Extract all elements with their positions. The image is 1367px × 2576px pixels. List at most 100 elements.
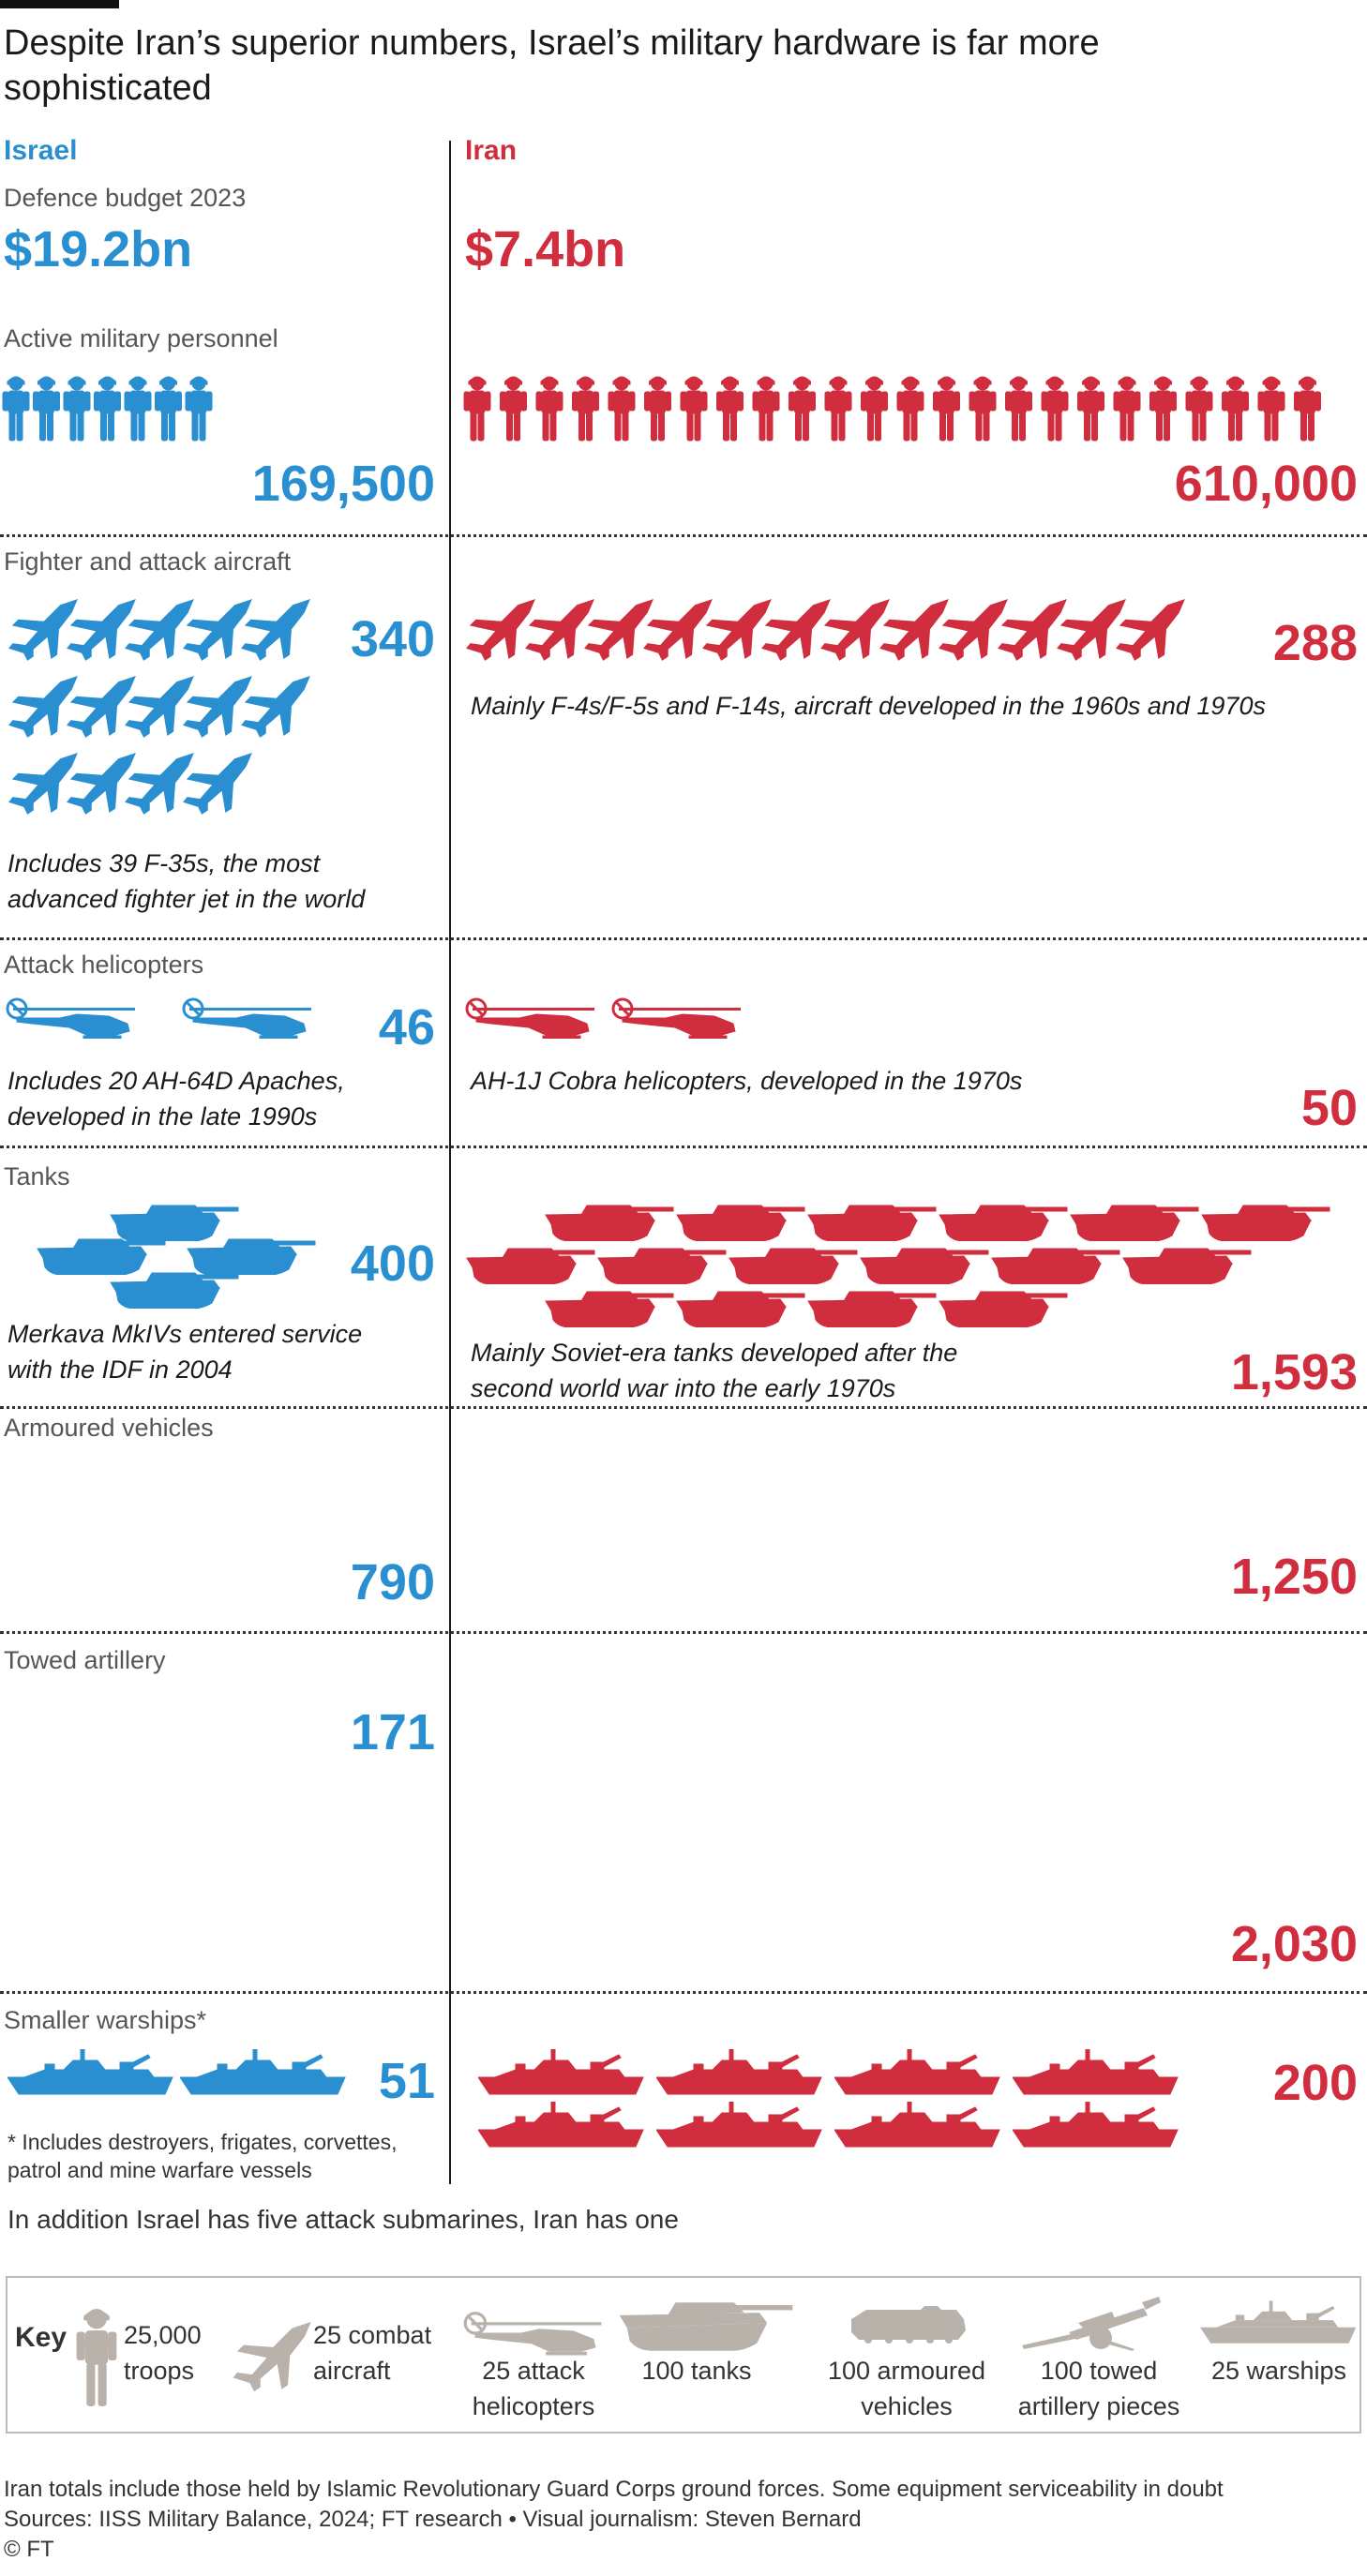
israel-warships-value: 51 [378,2053,435,2109]
iran-soldier-icon [969,376,997,442]
submarines-note: In addition Israel has five attack subma… [8,2205,679,2234]
key-warship-icon [1200,2300,1359,2345]
israel-tanks-value: 400 [350,1236,435,1292]
israel-jet-icon [8,599,78,661]
israel-soldier-icon [63,376,91,442]
israel-aircraft-note: Includes 39 F-35s, the most advanced fig… [8,849,366,913]
footnote: Iran totals include those held by Islami… [4,2477,1224,2502]
iran-tanks-note: Mainly Soviet-era tanks developed after … [471,1339,958,1402]
personnel-label: Active military personnel [4,324,278,352]
iran-soldier-icon [1294,376,1321,442]
iran-tank-icon [466,1248,595,1284]
iran-tank-icon [991,1248,1120,1284]
iran-jet-icon [939,599,1008,661]
israel-jet-icon [183,676,252,738]
iran-jet-icon [584,599,653,661]
israel-personnel-value: 169,500 [251,456,435,512]
iran-jet-icon [643,599,713,661]
iran-warship-icon [834,2049,1000,2095]
tanks-label: Tanks [4,1162,70,1191]
section-divider [0,534,1367,537]
israel-armoured-value: 790 [350,1554,435,1610]
iran-soldier-icon [644,376,671,442]
sources: Sources: IISS Military Balance, 2024; FT… [4,2507,862,2532]
iran-soldier-icon [861,376,888,442]
israel-jet-icon [67,599,136,661]
israel-jet-icon [8,753,78,815]
key-title: Key [15,2322,68,2353]
israel-jet-icon [183,599,252,661]
key-tank-icon [617,2295,795,2351]
iran-helicopters-value: 50 [1300,1080,1358,1136]
iran-warship-icon [656,2049,822,2095]
iran-warships-value: 200 [1272,2055,1358,2111]
iran-soldier-icon [463,376,491,442]
top-accent-bar [0,0,119,8]
iran-soldier-icon [535,376,563,442]
iran-tank-icon [860,1248,989,1284]
israel-soldier-icon [2,376,30,442]
israel-jet-icon [8,676,78,738]
israel-jet-icon [183,753,252,815]
iran-soldier-icon [789,376,816,442]
armoured-label: Armoured vehicles [4,1414,214,1442]
iran-soldier-icon [1222,376,1249,442]
israel-soldier-icon [185,376,213,442]
iran-tank-icon [807,1291,937,1327]
israel-tanks-note: Merkava MkIVs entered service with the I… [8,1320,363,1384]
israel-tank-icon [110,1205,239,1241]
iran-soldier-icon [752,376,780,442]
iran-jet-icon [879,599,949,661]
iran-soldier-icon [824,376,852,442]
credit: © FT [4,2537,54,2562]
israel-jet-icon [125,676,194,738]
iran-warship-icon [1013,2102,1179,2148]
iran-column-header: Iran [465,135,518,166]
iran-tank-icon [676,1291,805,1327]
israel-soldier-icon [124,376,152,442]
iran-warship-icon [656,2102,822,2148]
israel-soldier-icon [155,376,182,442]
key-jet-icon [229,2310,313,2404]
israel-soldier-icon [33,376,60,442]
key-artillery-label: 100 towed artillery pieces [1017,2357,1180,2420]
legend-key: Key 25,000 troops 25 combat aircraft 25 … [6,2276,1361,2434]
budget-label: Defence budget 2023 [4,184,247,212]
iran-jet-icon [1116,599,1185,661]
iran-tank-icon [939,1205,1068,1241]
iran-soldier-icon [933,376,960,442]
israel-warship-icon [8,2049,173,2095]
iran-soldier-icon [1041,376,1069,442]
iran-soldier-icon [500,376,527,442]
israel-aircraft-value: 340 [350,611,435,667]
israel-tank-icon [37,1238,166,1275]
iran-tank-icon [545,1291,674,1327]
iran-armoured-value: 1,250 [1230,1549,1358,1605]
israel-column-header: Israel [4,135,78,166]
israel-jet-icon [125,599,194,661]
iran-tank-icon [545,1205,674,1241]
israel-helicopters-note: Includes 20 AH-64D Apaches, developed in… [8,1067,345,1131]
aircraft-label: Fighter and attack aircraft [4,547,292,576]
israel-helicopter-icon [6,997,137,1039]
section-divider [0,1991,1367,1994]
key-helicopters-label: 25 attack helicopters [472,2357,595,2420]
key-tanks-label: 100 tanks [641,2357,752,2385]
iran-jet-icon [702,599,772,661]
section-divider [0,1146,1367,1148]
key-armoured-vehicle-icon [848,2306,969,2344]
chart-title: Despite Iran’s superior numbers, Israel’… [4,23,1100,108]
iran-artillery-value: 2,030 [1230,1916,1358,1972]
iran-warship-icon [478,2049,644,2095]
iran-soldier-icon [896,376,924,442]
israel-warship-icon [180,2049,346,2095]
iran-helicopter-icon [465,997,596,1039]
key-armoured-label: 100 armoured vehicles [827,2357,986,2420]
section-divider [0,1631,1367,1634]
iran-tank-icon [676,1205,805,1241]
iran-tank-icon [807,1205,937,1241]
key-artillery-icon [1022,2295,1163,2351]
iran-tanks-value: 1,593 [1230,1344,1358,1400]
key-helicopter-icon [461,2310,611,2357]
iran-helicopter-icon [611,997,743,1039]
